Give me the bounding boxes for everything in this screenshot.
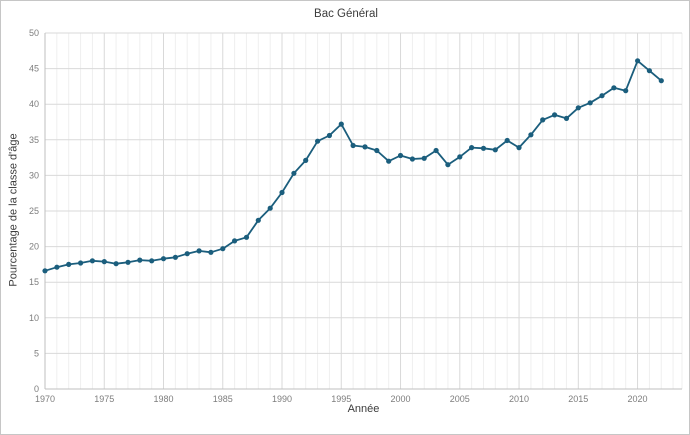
data-point: [504, 137, 510, 144]
data-point: [433, 147, 439, 154]
x-tick-label: 2020: [628, 394, 648, 404]
y-tick-label: 45: [29, 64, 39, 74]
data-point: [54, 264, 60, 270]
data-point: [587, 100, 593, 106]
data-point: [540, 117, 546, 123]
data-point: [552, 112, 558, 118]
data-point: [125, 259, 131, 265]
data-point: [350, 142, 356, 149]
data-point: [492, 147, 498, 153]
data-point: [445, 162, 451, 168]
data-point: [658, 78, 664, 84]
data-point: [160, 256, 167, 262]
x-tick-label: 1995: [331, 394, 351, 404]
x-tick-label: 1975: [94, 394, 114, 404]
y-tick-label: 25: [29, 206, 39, 216]
data-point: [149, 258, 155, 264]
data-point: [78, 260, 84, 266]
y-tick-label: 10: [29, 313, 39, 323]
data-point: [409, 156, 415, 162]
y-tick-label: 0: [34, 384, 39, 394]
y-tick-label: 15: [29, 277, 39, 287]
x-tick-label: 1980: [153, 394, 173, 404]
chart-title: Bac Général: [314, 8, 378, 20]
data-point: [255, 217, 261, 223]
y-tick-label: 40: [29, 99, 39, 109]
data-point: [599, 93, 605, 99]
data-point: [196, 248, 202, 254]
data-point: [528, 132, 534, 138]
data-point: [184, 251, 190, 257]
data-point: [623, 88, 629, 94]
data-point: [42, 268, 48, 274]
y-tick-label: 35: [29, 135, 39, 145]
data-point: [137, 257, 143, 263]
y-tick-label: 30: [29, 170, 39, 180]
data-point: [563, 115, 570, 121]
data-point: [303, 157, 309, 163]
data-point: [172, 254, 178, 260]
data-point: [575, 105, 581, 111]
data-point: [89, 258, 95, 264]
data-point: [338, 121, 344, 127]
x-tick-label: 2000: [391, 394, 411, 404]
data-point: [480, 145, 487, 151]
data-point: [516, 145, 522, 151]
data-point: [315, 138, 321, 144]
data-point: [208, 249, 214, 255]
data-point: [362, 144, 368, 150]
data-point: [243, 234, 250, 240]
data-point: [279, 189, 285, 196]
data-point: [469, 145, 475, 151]
data-point: [635, 58, 641, 64]
data-point: [326, 132, 332, 139]
data-point: [421, 155, 427, 161]
y-tick-label: 50: [29, 28, 39, 38]
x-tick-label: 2015: [568, 394, 588, 404]
data-point: [291, 170, 297, 176]
x-tick-label: 1985: [213, 394, 233, 404]
data-point: [611, 85, 617, 91]
data-point: [220, 246, 226, 252]
x-tick-label: 2005: [450, 394, 470, 404]
x-tick-label: 1990: [272, 394, 292, 404]
data-point: [386, 158, 392, 164]
data-point: [101, 259, 107, 265]
y-tick-label: 20: [29, 242, 39, 252]
y-tick-label: 5: [34, 348, 39, 358]
data-point: [374, 147, 380, 154]
data-point: [66, 261, 72, 267]
data-point: [646, 68, 653, 74]
x-tick-label: 2010: [509, 394, 529, 404]
data-point: [457, 154, 463, 160]
x-axis-title: Année: [347, 403, 380, 415]
data-point: [232, 238, 238, 244]
data-point: [397, 152, 404, 159]
data-point: [267, 205, 273, 211]
x-tick-label: 1970: [35, 394, 55, 404]
data-point: [113, 261, 119, 267]
